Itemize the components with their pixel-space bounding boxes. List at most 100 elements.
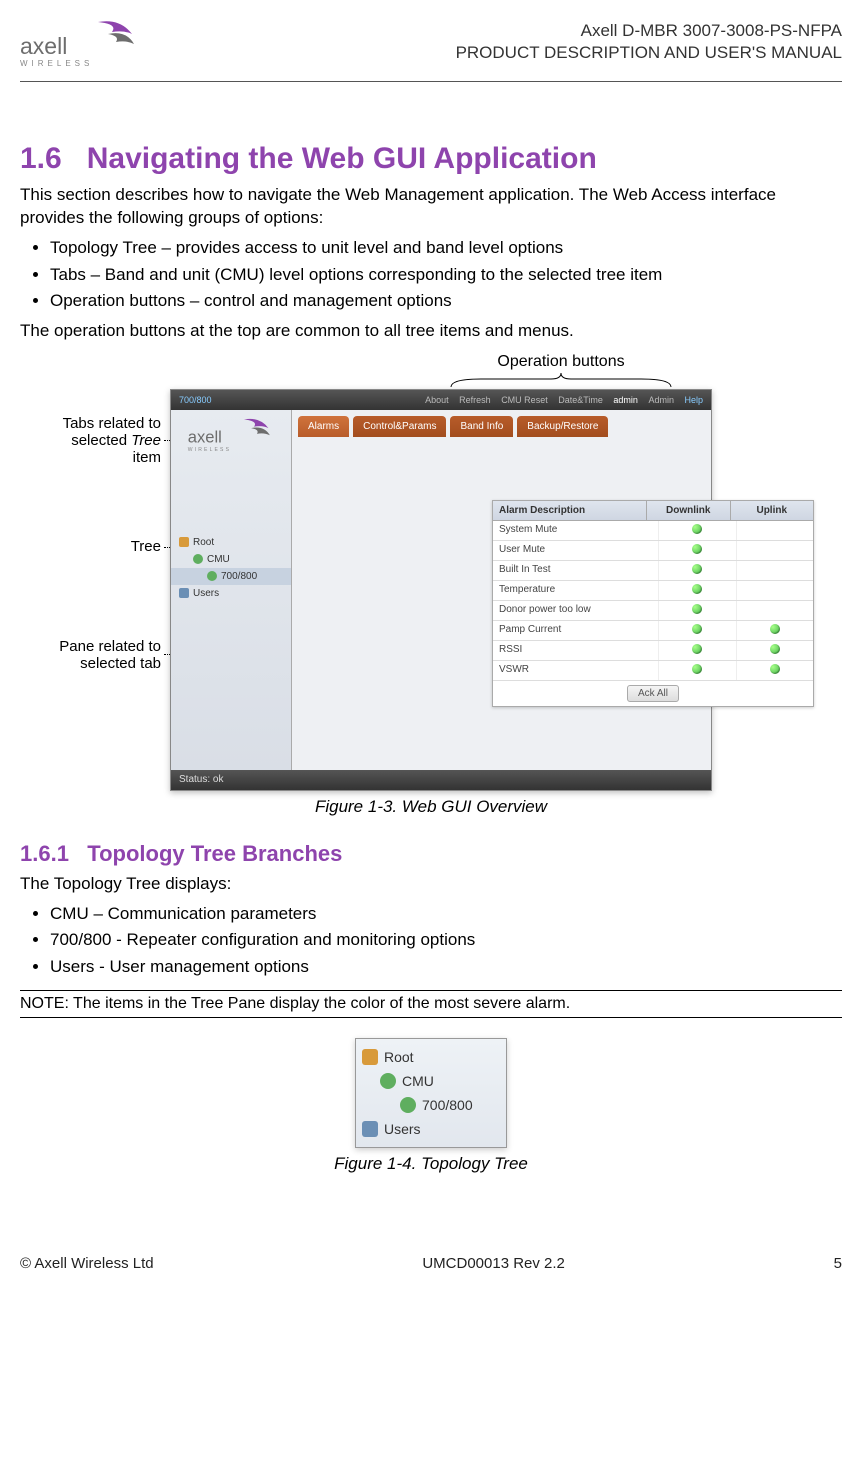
alarm-dl — [659, 521, 737, 540]
callout-pane-2: selected tab — [20, 655, 161, 672]
tree2-users[interactable]: Users — [356, 1117, 506, 1141]
tree2-root[interactable]: Root — [356, 1045, 506, 1069]
subsection-heading: 1.6.1 Topology Tree Branches — [20, 841, 842, 867]
alarm-row: System Mute — [493, 521, 813, 541]
footer-right: 5 — [834, 1255, 842, 1272]
alarm-ul — [737, 601, 814, 620]
callout-operation-buttons: Operation buttons — [280, 353, 842, 371]
tree2-band[interactable]: 700/800 — [356, 1093, 506, 1117]
topbar-user: admin — [613, 395, 638, 405]
led-icon — [692, 544, 702, 554]
alarm-name: VSWR — [493, 661, 659, 680]
folder-icon — [362, 1049, 378, 1065]
callout-column: Tabs related to selected Tree item Tree … — [20, 389, 170, 791]
callout-tabs-2: selected Tree — [20, 432, 161, 449]
tree-users[interactable]: Users — [171, 585, 291, 602]
led-icon — [692, 564, 702, 574]
section-bullets: Topology Tree – provides access to unit … — [50, 236, 842, 314]
led-icon — [692, 664, 702, 674]
led-icon — [692, 604, 702, 614]
alarm-name: Built In Test — [493, 561, 659, 580]
alarm-row: Donor power too low — [493, 601, 813, 621]
alarm-name: RSSI — [493, 641, 659, 660]
alarm-ul — [737, 521, 814, 540]
page-header: axell WIRELESS Axell D-MBR 3007-3008-PS-… — [20, 20, 842, 82]
topbar-help[interactable]: Help — [684, 395, 703, 405]
note-box: NOTE: The items in the Tree Pane display… — [20, 990, 842, 1018]
bullet-item: Tabs – Band and unit (CMU) level options… — [50, 263, 842, 288]
topology-tree: Root CMU 700/800 Users — [355, 1038, 507, 1148]
tree2-cmu[interactable]: CMU — [356, 1069, 506, 1093]
section-title: Navigating the Web GUI Application — [87, 142, 597, 175]
alarm-row: Built In Test — [493, 561, 813, 581]
alarm-row: User Mute — [493, 541, 813, 561]
ack-all-wrap: Ack All — [493, 681, 813, 706]
alarm-header: Alarm Description Downlink Uplink — [493, 501, 813, 521]
alarm-ul — [737, 581, 814, 600]
bullet-item: Topology Tree – provides access to unit … — [50, 236, 842, 261]
led-icon — [770, 624, 780, 634]
tab-alarms[interactable]: Alarms — [298, 416, 349, 437]
node-icon — [400, 1097, 416, 1113]
alarm-dl — [659, 601, 737, 620]
section-num: 1.6 — [20, 142, 62, 175]
figure-1-3: Operation buttons Tabs related to select… — [20, 353, 842, 817]
brace-icon — [441, 373, 681, 389]
tabs-row: Alarms Control&Params Band Info Backup/R… — [292, 410, 711, 437]
subsection-intro: The Topology Tree displays: — [20, 873, 842, 896]
alarm-col-dl: Downlink — [647, 501, 731, 520]
tree-root[interactable]: Root — [171, 534, 291, 551]
figure-1-3-caption: Figure 1-3. Web GUI Overview — [20, 797, 842, 817]
header-line1: Axell D-MBR 3007-3008-PS-NFPA — [456, 20, 842, 42]
alarm-dl — [659, 561, 737, 580]
alarm-name: Temperature — [493, 581, 659, 600]
footer-center: UMCD00013 Rev 2.2 — [422, 1255, 565, 1272]
bullet-item: Operation buttons – control and manageme… — [50, 289, 842, 314]
header-text: Axell D-MBR 3007-3008-PS-NFPA PRODUCT DE… — [456, 20, 842, 64]
section-after-bullets: The operation buttons at the top are com… — [20, 320, 842, 343]
status-text: Status: ok — [179, 774, 223, 785]
callout-tabs-3: item — [20, 449, 161, 466]
led-icon — [692, 584, 702, 594]
topbar-link[interactable]: Refresh — [459, 395, 491, 405]
tree-cmu[interactable]: CMU — [171, 551, 291, 568]
callout-tree: Tree — [20, 538, 161, 555]
section-intro: This section describes how to navigate t… — [20, 184, 842, 230]
alarm-ul — [737, 541, 814, 560]
ss-sidebar: axell WIRELESS Root CMU 700/800 Users — [171, 410, 292, 770]
alarm-dl — [659, 661, 737, 680]
users-icon — [362, 1121, 378, 1137]
node-icon — [380, 1073, 396, 1089]
led-icon — [770, 644, 780, 654]
ack-all-button[interactable]: Ack All — [627, 685, 679, 702]
led-icon — [770, 664, 780, 674]
tab-bandinfo[interactable]: Band Info — [450, 416, 513, 437]
led-icon — [692, 624, 702, 634]
topbar-link[interactable]: CMU Reset — [501, 395, 548, 405]
led-icon — [692, 644, 702, 654]
alarm-dl — [659, 581, 737, 600]
alarm-ul — [737, 661, 814, 680]
led-icon — [692, 524, 702, 534]
ss-main: Alarms Control&Params Band Info Backup/R… — [292, 410, 711, 770]
alarm-name: Donor power too low — [493, 601, 659, 620]
callout-tabs-1: Tabs related to — [20, 415, 161, 432]
bullet-item: CMU – Communication parameters — [50, 902, 842, 927]
alarm-dl — [659, 641, 737, 660]
topbar-link[interactable]: Date&Time — [558, 395, 603, 405]
svg-text:WIRELESS: WIRELESS — [20, 59, 93, 68]
subsection-title: Topology Tree Branches — [87, 841, 342, 866]
footer-left: © Axell Wireless Ltd — [20, 1255, 154, 1272]
figure-1-4-caption: Figure 1-4. Topology Tree — [20, 1154, 842, 1174]
alarm-ul — [737, 561, 814, 580]
alarm-col-desc: Alarm Description — [493, 501, 647, 520]
alarm-pane: Alarm Description Downlink Uplink System… — [492, 500, 814, 707]
topbar-link[interactable]: About — [425, 395, 449, 405]
tab-control[interactable]: Control&Params — [353, 416, 446, 437]
subsection-num: 1.6.1 — [20, 841, 69, 866]
tab-backup[interactable]: Backup/Restore — [517, 416, 608, 437]
tree-band[interactable]: 700/800 — [171, 568, 291, 585]
alarm-row: Temperature — [493, 581, 813, 601]
alarm-row: Pamp Current — [493, 621, 813, 641]
alarm-name: User Mute — [493, 541, 659, 560]
